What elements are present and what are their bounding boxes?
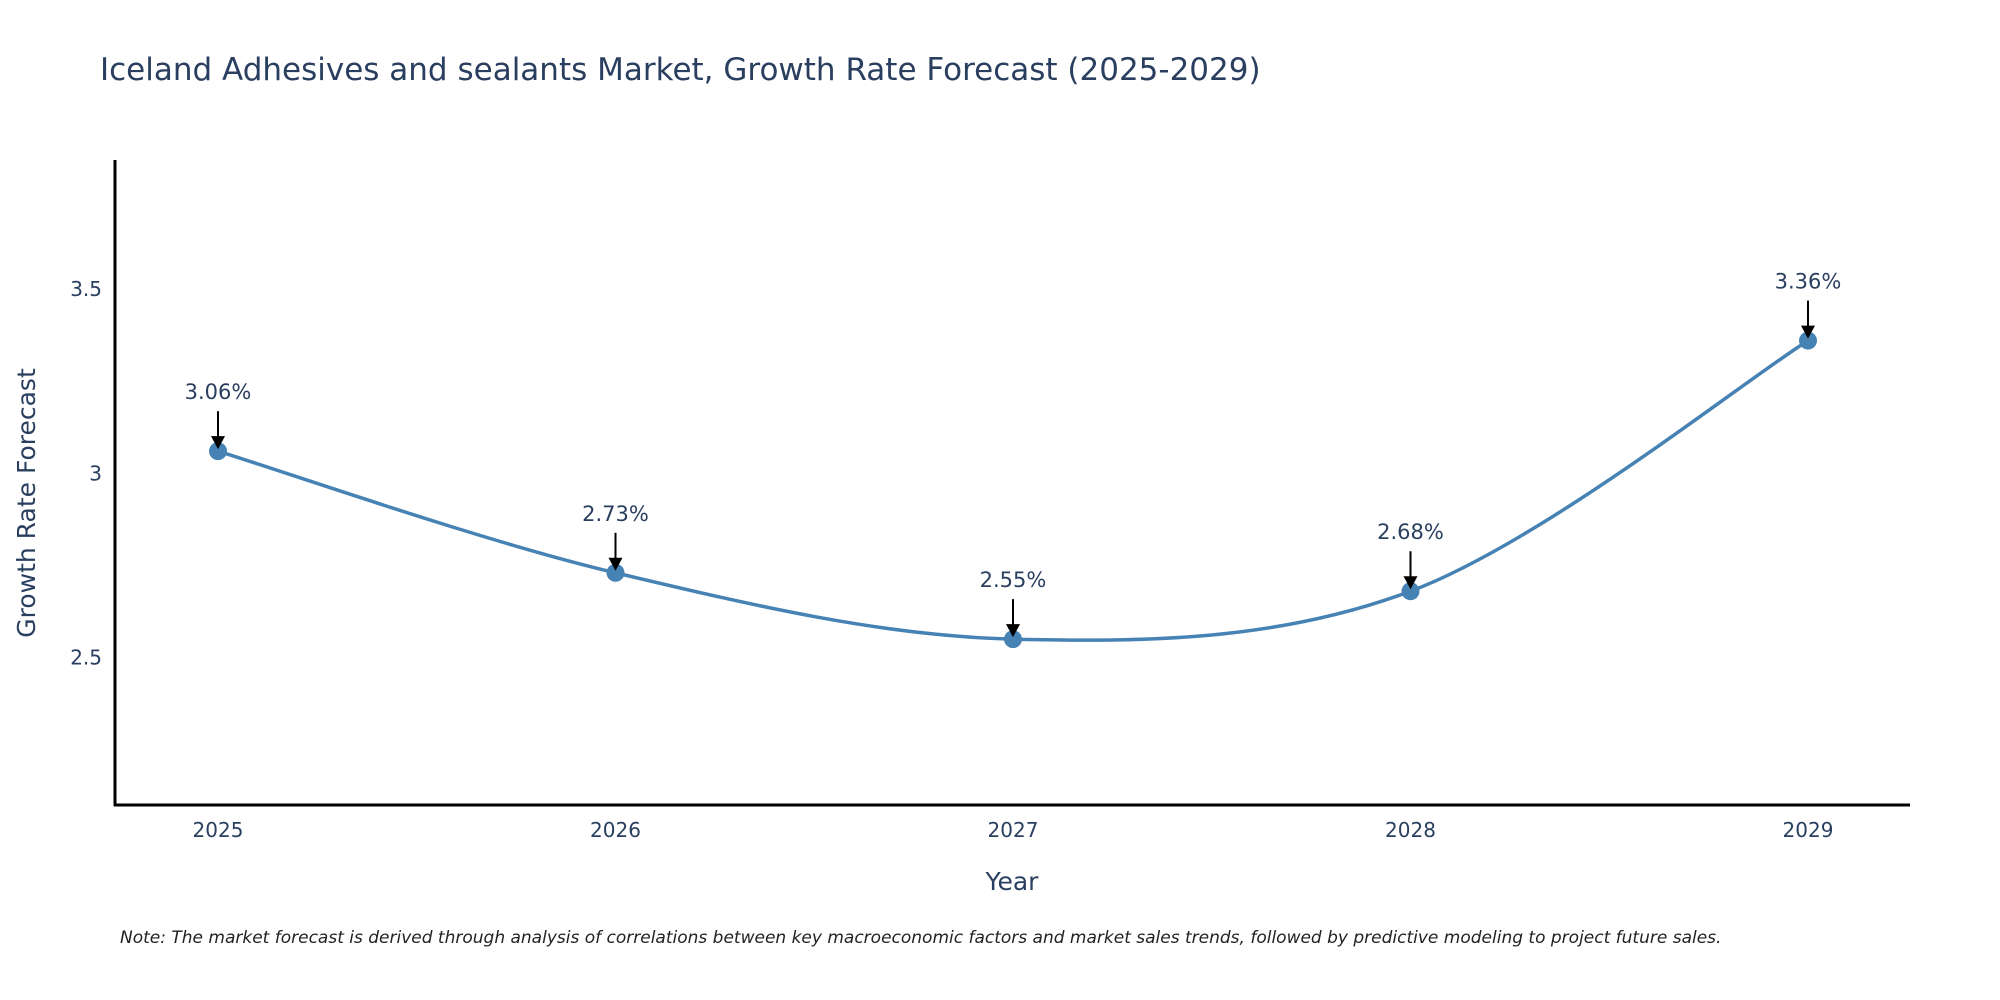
data-label: 2.68% [1377, 520, 1444, 544]
data-point [1799, 331, 1817, 350]
series-growth-rate [209, 331, 1817, 649]
data-label: 2.55% [980, 568, 1047, 592]
y-tick-label: 3.5 [70, 277, 102, 301]
y-tick-labels: 2.5 3 3.5 [70, 277, 102, 670]
x-axis-title: Year [985, 867, 1040, 896]
x-tick-label: 2025 [193, 818, 244, 842]
data-label: 3.06% [185, 380, 252, 404]
x-tick-labels: 2025 2026 2027 2028 2029 [193, 818, 1834, 842]
chart-title: Iceland Adhesives and sealants Market, G… [100, 52, 1261, 88]
x-tick-label: 2027 [988, 818, 1039, 842]
x-tick-label: 2029 [1783, 818, 1834, 842]
annotation-arrow-head [1801, 325, 1815, 339]
y-tick-label: 3 [89, 461, 102, 485]
x-tick-label: 2028 [1385, 818, 1436, 842]
y-axis-title: Growth Rate Forecast [12, 368, 41, 638]
annotation-arrow-head [1006, 624, 1020, 638]
annotation-arrow-head [1403, 576, 1418, 590]
y-tick-label: 2.5 [70, 646, 102, 670]
annotation-arrow-head [608, 557, 623, 571]
data-point [209, 442, 227, 461]
data-label: 3.36% [1775, 270, 1842, 294]
data-point [1401, 582, 1420, 601]
data-point [1004, 630, 1022, 649]
chart-note: Note: The market forecast is derived thr… [120, 928, 1721, 948]
series-line [217, 339, 1809, 642]
data-point [606, 563, 625, 582]
data-label-annotations: 3.06% 2.73% 2.55% 2.68% 3.36% [185, 270, 1842, 638]
x-tick-label: 2026 [590, 818, 641, 842]
annotation-arrow-head [211, 436, 225, 450]
data-label: 2.73% [582, 502, 649, 526]
